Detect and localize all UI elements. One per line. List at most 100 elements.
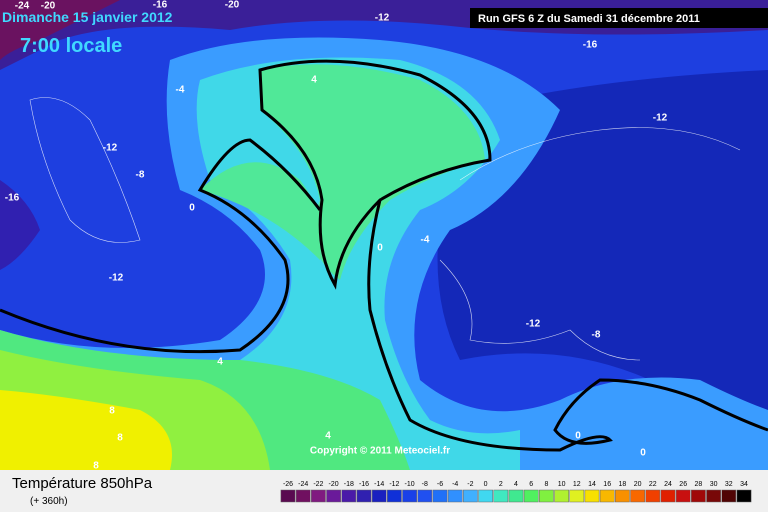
- scale-swatch: [432, 489, 448, 503]
- scale-label: 10: [558, 481, 566, 488]
- scale-label: 18: [619, 481, 627, 488]
- contour-label: -12: [526, 319, 541, 330]
- scale-swatch: [326, 489, 341, 503]
- coldest-zone: [0, 0, 120, 60]
- run-box: [470, 8, 768, 28]
- scale-swatch: [508, 489, 524, 503]
- contour-label: -8: [592, 330, 601, 341]
- coastlines: [29, 97, 741, 361]
- scale-swatch: [736, 489, 752, 503]
- scale-swatch: [417, 489, 433, 503]
- scale-label: -26: [283, 481, 293, 488]
- scale-label: 0: [484, 481, 488, 488]
- lead-time: (+ 360h): [30, 496, 68, 507]
- contour-label: -4: [421, 235, 430, 246]
- contour-label: -12: [653, 113, 668, 124]
- scale-swatch: [691, 489, 706, 503]
- contour-label: 0: [640, 448, 646, 459]
- contour-label: 4: [325, 431, 331, 442]
- scale-swatch: [645, 489, 661, 503]
- scale-swatch: [493, 489, 509, 503]
- contour-label: -20: [225, 0, 240, 11]
- scale-swatch: [539, 489, 554, 503]
- scale-label: 28: [695, 481, 703, 488]
- scale-swatch: [356, 489, 372, 503]
- scale-swatch: [371, 489, 387, 503]
- scale-swatch: [447, 489, 463, 503]
- contour-line: [0, 138, 768, 452]
- scale-label: 16: [603, 481, 611, 488]
- scale-swatch: [280, 489, 296, 503]
- scale-swatch: [478, 489, 493, 503]
- scale-label: -14: [374, 481, 384, 488]
- warmest-zone: [0, 390, 172, 470]
- scale-swatch: [341, 489, 357, 503]
- scale-swatch: [295, 489, 311, 503]
- contour-label: 0: [377, 243, 383, 254]
- scale-swatch: [706, 489, 721, 503]
- scale-label: -2: [467, 481, 473, 488]
- contour-label: -16: [583, 40, 598, 51]
- copyright: Copyright © 2011 Meteociel.fr: [310, 446, 450, 457]
- scale-swatch: [630, 489, 645, 503]
- contour-label: -24: [15, 1, 30, 12]
- scale-label: -8: [422, 481, 428, 488]
- scale-label: 30: [710, 481, 718, 488]
- scale-label: -20: [329, 481, 339, 488]
- warm-patch: [200, 162, 323, 260]
- contour-label: 8: [109, 406, 115, 417]
- scale-label: 32: [725, 481, 733, 488]
- contour-label: -4: [176, 85, 185, 96]
- run-info: Run GFS 6 Z du Samedi 31 décembre 2011: [478, 13, 700, 25]
- date: Dimanche 15 janvier 2012: [2, 9, 173, 25]
- contour-label: -16: [153, 0, 168, 11]
- contour-label: 8: [93, 461, 99, 472]
- coastline: [29, 97, 141, 243]
- scale-label: -24: [298, 481, 308, 488]
- scale-label: 26: [679, 481, 687, 488]
- scale-label: 2: [499, 481, 503, 488]
- scale-label: 34: [740, 481, 748, 488]
- scale-swatch: [387, 489, 402, 503]
- cold-zone: [0, 180, 40, 270]
- scale-label: -6: [437, 481, 443, 488]
- contour-label: -12: [103, 143, 118, 154]
- contour-label: -12: [109, 273, 124, 284]
- scale-label: -10: [405, 481, 415, 488]
- contour-label: 0: [575, 431, 581, 442]
- contour-label: -20: [41, 1, 56, 12]
- scale-label: 4: [514, 481, 518, 488]
- scale-swatch: [569, 489, 585, 503]
- contour-label: -16: [5, 193, 20, 204]
- scale-swatch: [615, 489, 630, 503]
- scale-swatch: [599, 489, 615, 503]
- contour-label: 0: [189, 203, 195, 214]
- scale-swatch: [721, 489, 737, 503]
- scale-swatch: [584, 489, 600, 503]
- scale-label: 20: [634, 481, 642, 488]
- scale-label: 6: [529, 481, 533, 488]
- scale-label: 24: [664, 481, 672, 488]
- scale-label: -12: [389, 481, 399, 488]
- time: 7:00 locale: [20, 35, 122, 57]
- scale-label: -22: [313, 481, 323, 488]
- contours: [0, 59, 768, 452]
- contour-label: 4: [217, 357, 223, 368]
- scale-label: -18: [344, 481, 354, 488]
- scale-label: -16: [359, 481, 369, 488]
- scale-label: 22: [649, 481, 657, 488]
- scale-swatch: [311, 489, 326, 503]
- footer-title: Température 850hPa: [12, 475, 153, 492]
- scale-swatch: [402, 489, 417, 503]
- scale-swatch: [554, 489, 569, 503]
- contour-label: -12: [375, 13, 390, 24]
- contour-label: -8: [136, 170, 145, 181]
- scale-swatch: [523, 489, 539, 503]
- scale-swatch: [675, 489, 691, 503]
- scale-swatch: [660, 489, 676, 503]
- scale-label: -4: [452, 481, 458, 488]
- scale-swatch: [463, 489, 478, 503]
- contour-label: 4: [311, 75, 317, 86]
- scale-label: 8: [544, 481, 548, 488]
